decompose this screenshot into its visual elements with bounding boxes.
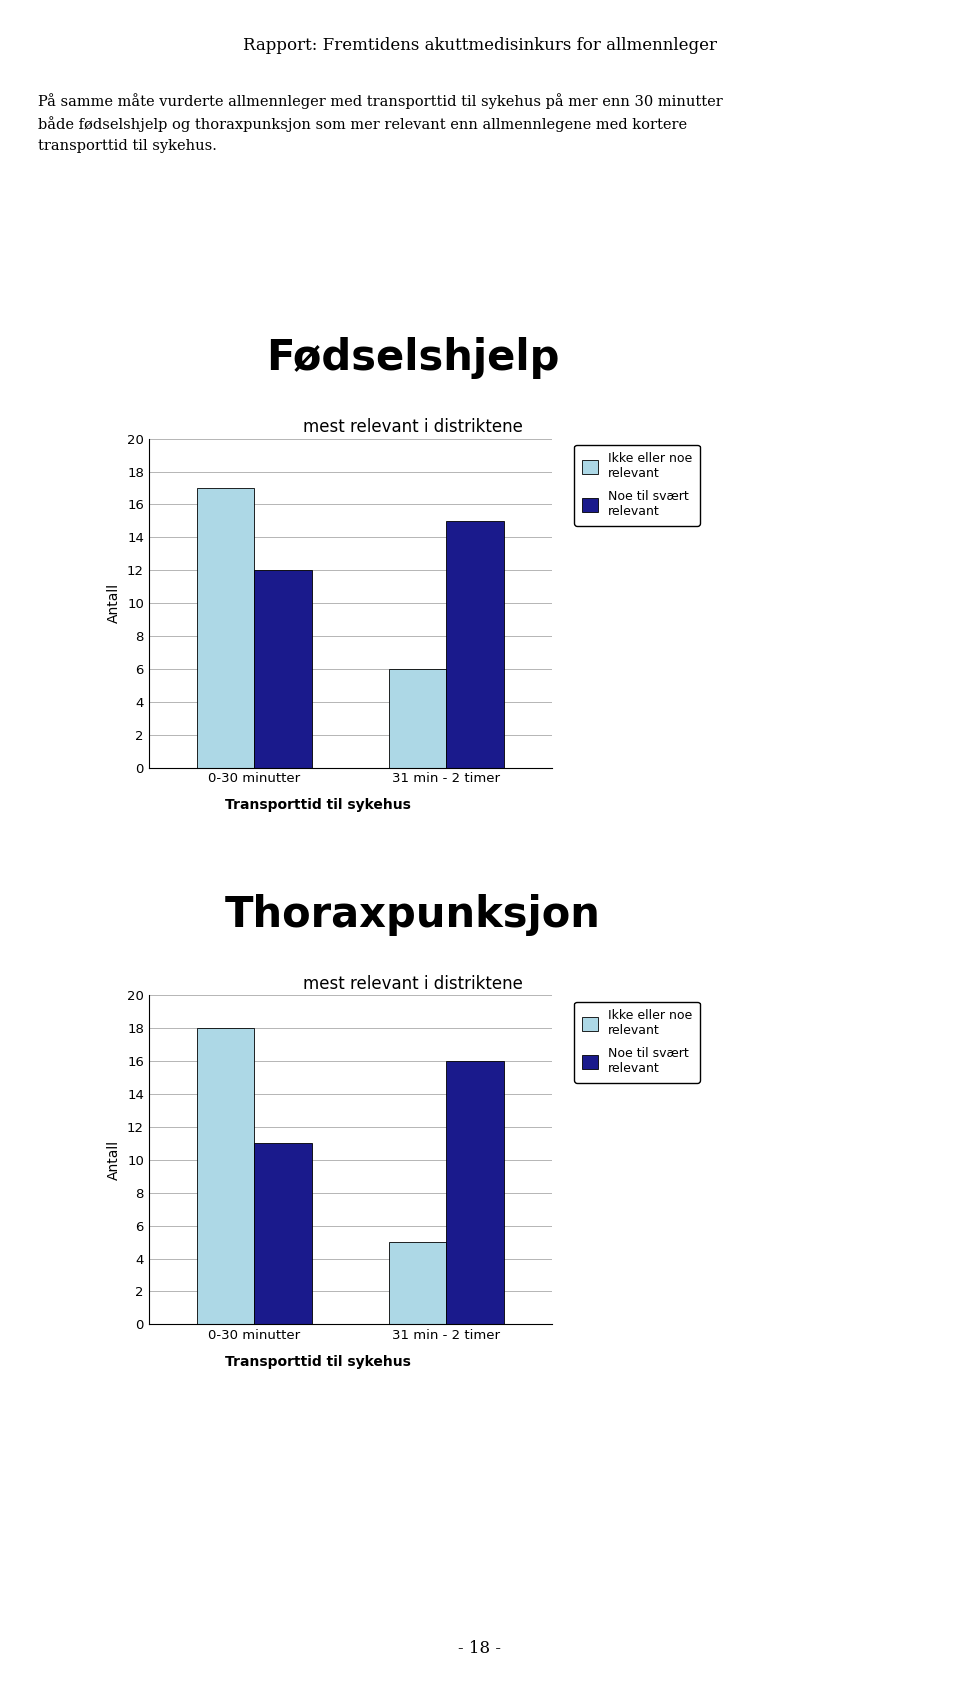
Legend: Ikke eller noe
relevant, Noe til svært
relevant: Ikke eller noe relevant, Noe til svært r… bbox=[574, 445, 700, 526]
Y-axis label: Antall: Antall bbox=[108, 1140, 121, 1179]
Bar bbox=[389, 1242, 446, 1324]
Text: - 18 -: - 18 - bbox=[459, 1640, 501, 1657]
Legend: Ikke eller noe
relevant, Noe til svært
relevant: Ikke eller noe relevant, Noe til svært r… bbox=[574, 1002, 700, 1083]
Text: mest relevant i distriktene: mest relevant i distriktene bbox=[302, 418, 523, 437]
Text: mest relevant i distriktene: mest relevant i distriktene bbox=[302, 975, 523, 994]
Text: Thoraxpunksjon: Thoraxpunksjon bbox=[225, 894, 601, 936]
Text: Transporttid til sykehus: Transporttid til sykehus bbox=[226, 1355, 411, 1368]
Bar bbox=[197, 488, 254, 768]
Bar bbox=[197, 1029, 254, 1324]
Text: Rapport: Fremtidens akuttmedisinkurs for allmennleger: Rapport: Fremtidens akuttmedisinkurs for… bbox=[243, 37, 717, 54]
Bar bbox=[254, 570, 312, 768]
Bar bbox=[254, 1144, 312, 1324]
Text: Transporttid til sykehus: Transporttid til sykehus bbox=[226, 798, 411, 811]
Y-axis label: Antall: Antall bbox=[108, 584, 121, 623]
Bar bbox=[389, 670, 446, 768]
Text: Fødselshjelp: Fødselshjelp bbox=[266, 337, 560, 380]
Bar bbox=[446, 521, 504, 768]
Bar bbox=[446, 1061, 504, 1324]
Text: På samme måte vurderte allmennleger med transporttid til sykehus på mer enn 30 m: På samme måte vurderte allmennleger med … bbox=[38, 93, 723, 154]
